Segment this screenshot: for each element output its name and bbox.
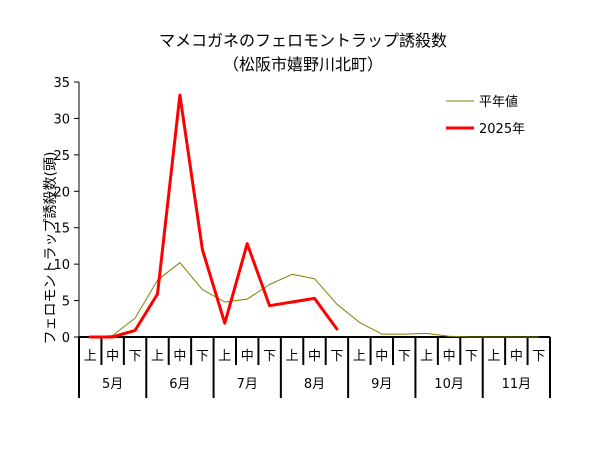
x-tick-label: 上 bbox=[487, 349, 500, 364]
legend-label-2: 2025年 bbox=[479, 122, 525, 137]
month-label: 10月 bbox=[434, 377, 464, 392]
month-label: 5月 bbox=[102, 377, 123, 392]
x-tick-label: 中 bbox=[308, 349, 321, 364]
y-tick-label: 5 bbox=[62, 295, 70, 310]
series-line-2 bbox=[88, 93, 339, 339]
y-tick-label: 10 bbox=[53, 258, 70, 273]
x-tick-label: 中 bbox=[375, 349, 388, 364]
x-tick-label: 上 bbox=[218, 349, 231, 364]
y-tick-label: 20 bbox=[53, 185, 70, 200]
x-tick-label: 上 bbox=[353, 349, 366, 364]
y-tick-label: 35 bbox=[53, 76, 70, 91]
legend: 平年値 2025年 bbox=[446, 94, 525, 137]
x-tick-label: 中 bbox=[173, 349, 186, 364]
x-tick-label: 上 bbox=[84, 349, 97, 364]
month-label: 7月 bbox=[237, 377, 258, 392]
x-tick-label: 下 bbox=[465, 349, 478, 364]
x-tick-label: 下 bbox=[129, 349, 142, 364]
x-tick-label: 下 bbox=[532, 349, 545, 364]
chart-subtitle: （松阪市嬉野川北町） bbox=[222, 55, 383, 74]
month-label: 9月 bbox=[371, 377, 392, 392]
x-tick-label: 上 bbox=[151, 349, 164, 364]
x-tick-label: 上 bbox=[420, 349, 433, 364]
x-tick-label: 下 bbox=[196, 349, 209, 364]
chart-title: マメコガネのフェロモントラップ誘殺数 bbox=[158, 31, 447, 50]
month-label: 6月 bbox=[169, 377, 190, 392]
x-tick-label: 中 bbox=[106, 349, 119, 364]
y-tick-label: 0 bbox=[62, 331, 70, 346]
legend-label-1: 平年値 bbox=[479, 94, 518, 110]
x-tick-label: 上 bbox=[286, 349, 299, 364]
axes: 05101520253035上中下上中下上中下上中下上中下上中下上中下5月 6月 7… bbox=[53, 76, 551, 398]
y-tick-label: 30 bbox=[53, 112, 70, 127]
x-tick-label: 中 bbox=[443, 349, 456, 364]
month-label: 11月 bbox=[502, 377, 532, 392]
y-tick-label: 25 bbox=[53, 149, 70, 164]
x-tick-label: 下 bbox=[263, 349, 276, 364]
y-tick-label: 15 bbox=[53, 222, 70, 237]
x-tick-label: 中 bbox=[241, 349, 254, 364]
series-line-1 bbox=[89, 262, 540, 338]
x-tick-label: 下 bbox=[330, 349, 343, 364]
month-label: 8月 bbox=[304, 377, 325, 392]
series-layer bbox=[88, 93, 540, 339]
x-tick-label: 中 bbox=[510, 349, 523, 364]
x-tick-label: 下 bbox=[398, 349, 411, 364]
